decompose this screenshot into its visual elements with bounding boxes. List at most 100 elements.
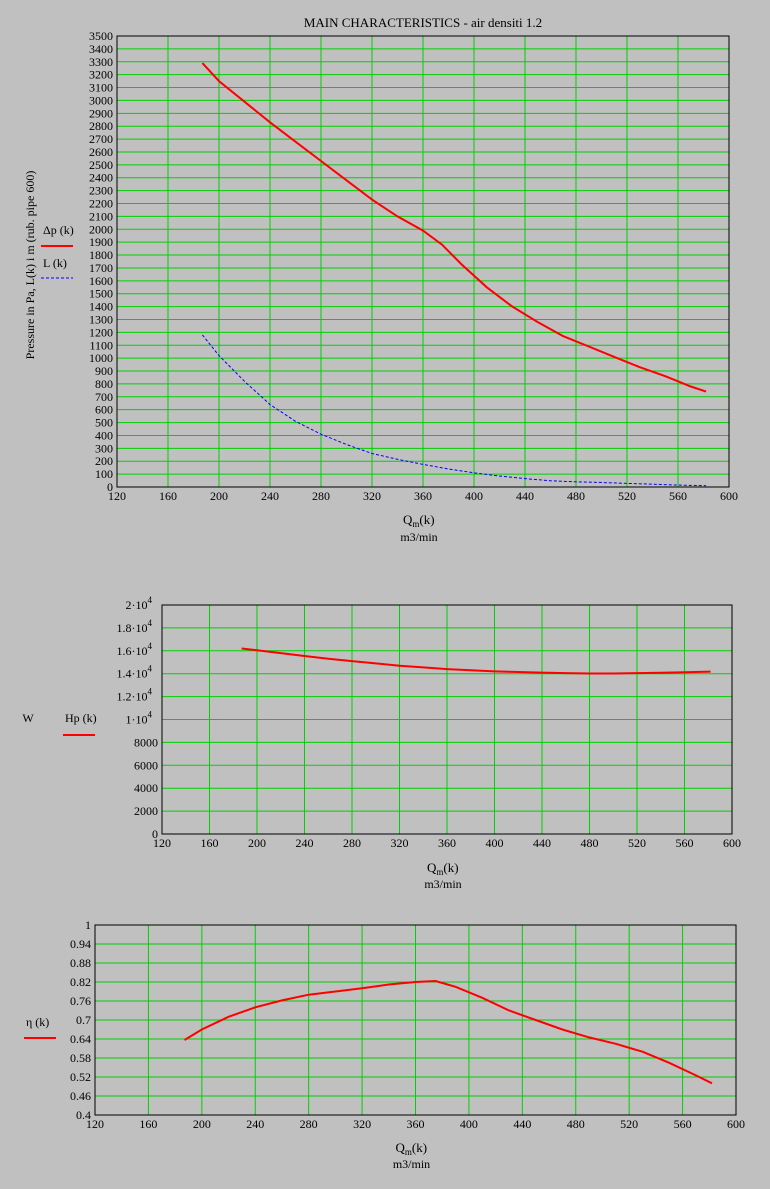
chart-0: 120 160 200 240 280 320 360 400 440 480 520 560 600 0… <box>23 15 738 544</box>
x-tick-label: 160 <box>139 1117 157 1131</box>
y-tick-label: 3200 <box>89 68 113 82</box>
y-tick-label: 2300 <box>89 184 113 198</box>
x-tick-label: 560 <box>676 836 694 850</box>
y-tick-label: 2100 <box>89 209 113 223</box>
y-axis-label: W <box>22 711 34 725</box>
y-tick-label: 1800 <box>89 248 113 262</box>
x-axis-label: Qm(k) <box>427 860 459 877</box>
x-tick-label: 400 <box>460 1117 478 1131</box>
y-tick-label: 3500 <box>89 29 113 43</box>
y-tick-label: 700 <box>95 390 113 404</box>
y-tick-label: 0.88 <box>70 956 91 970</box>
y-tick-label: 2800 <box>89 119 113 133</box>
x-tick-label: 320 <box>391 836 409 850</box>
x-tick-label: 280 <box>343 836 361 850</box>
x-tick-label: 440 <box>513 1117 531 1131</box>
y-tick-label: 2200 <box>89 197 113 211</box>
chart-title: MAIN CHARACTERISTICS - air densiti 1.2 <box>304 15 542 30</box>
x-tick-label: 280 <box>312 489 330 503</box>
y-tick-label: 0.82 <box>70 975 91 989</box>
y-tick-label: 1.4·104 <box>117 664 153 681</box>
series-line-1 <box>202 334 707 487</box>
y-tick-label: 900 <box>95 364 113 378</box>
x-tick-label: 320 <box>353 1117 371 1131</box>
y-tick-label: 3400 <box>89 42 113 56</box>
x-tick-label: 160 <box>159 489 177 503</box>
y-tick-label: 1·104 <box>126 710 153 727</box>
y-tick-label: 0.4 <box>76 1108 91 1122</box>
y-tick-label: 2900 <box>89 106 113 120</box>
y-tick-label: 1200 <box>89 325 113 339</box>
y-tick-label: 1900 <box>89 235 113 249</box>
y-tick-label: 2·104 <box>126 595 153 612</box>
legend-label: Δp (k) <box>43 223 74 237</box>
x-tick-label: 240 <box>261 489 279 503</box>
x-axis-label: Qm(k) <box>396 1140 428 1157</box>
y-tick-label: 2400 <box>89 171 113 185</box>
y-tick-label: 0.58 <box>70 1051 91 1065</box>
y-tick-label: 6000 <box>134 758 158 772</box>
y-tick-label: 0 <box>152 827 158 841</box>
x-axis-unit: m3/min <box>424 877 461 891</box>
y-tick-label: 1300 <box>89 312 113 326</box>
x-tick-label: 600 <box>727 1117 745 1131</box>
y-tick-label: 2500 <box>89 158 113 172</box>
y-tick-label: 2700 <box>89 132 113 146</box>
x-tick-label: 240 <box>246 1117 264 1131</box>
x-tick-label: 560 <box>669 489 687 503</box>
x-tick-label: 480 <box>567 489 585 503</box>
y-tick-label: 1600 <box>89 274 113 288</box>
y-tick-label: 0.76 <box>70 994 91 1008</box>
x-tick-label: 200 <box>210 489 228 503</box>
y-tick-label: 4000 <box>134 781 158 795</box>
legend-label: η (k) <box>26 1015 49 1029</box>
y-tick-label: 1000 <box>89 351 113 365</box>
y-tick-label: 3300 <box>89 55 113 69</box>
y-tick-label: 1500 <box>89 287 113 301</box>
x-tick-label: 480 <box>567 1117 585 1131</box>
y-tick-label: 8000 <box>134 735 158 749</box>
chart-2: 120 160 200 240 280 320 360 400 440 480 520 560 600 0… <box>24 918 745 1171</box>
y-tick-label: 100 <box>95 467 113 481</box>
legend-label: L (k) <box>43 256 67 270</box>
y-tick-label: 1.8·104 <box>117 618 153 635</box>
y-tick-label: 800 <box>95 377 113 391</box>
y-tick-label: 3100 <box>89 81 113 95</box>
x-tick-label: 280 <box>300 1117 318 1131</box>
y-tick-label: 0.94 <box>70 937 91 951</box>
x-axis-unit: m3/min <box>393 1157 430 1171</box>
y-tick-label: 1400 <box>89 300 113 314</box>
x-tick-label: 560 <box>674 1117 692 1131</box>
y-tick-label: 1100 <box>89 338 113 352</box>
x-tick-label: 480 <box>581 836 599 850</box>
y-tick-label: 2600 <box>89 145 113 159</box>
x-tick-label: 320 <box>363 489 381 503</box>
x-tick-label: 400 <box>465 489 483 503</box>
y-tick-label: 0.7 <box>76 1013 91 1027</box>
x-tick-label: 200 <box>193 1117 211 1131</box>
chart-1: 120 160 200 240 280 320 360 400 440 480 520 560 6000… <box>22 595 741 891</box>
x-tick-label: 520 <box>618 489 636 503</box>
plot-frame <box>116 35 730 488</box>
x-tick-label: 360 <box>407 1117 425 1131</box>
y-tick-label: 0 <box>107 480 113 494</box>
y-tick-label: 1.2·104 <box>117 687 153 704</box>
y-tick-label: 500 <box>95 416 113 430</box>
x-tick-label: 120 <box>153 836 171 850</box>
plot-frame <box>94 924 737 1116</box>
series-line-0 <box>241 647 711 675</box>
series-line-0 <box>183 979 713 1085</box>
x-tick-label: 360 <box>438 836 456 850</box>
y-tick-label: 300 <box>95 441 113 455</box>
x-tick-label: 120 <box>108 489 126 503</box>
x-tick-label: 200 <box>248 836 266 850</box>
y-tick-label: 200 <box>95 454 113 468</box>
x-tick-label: 120 <box>86 1117 104 1131</box>
x-tick-label: 520 <box>628 836 646 850</box>
x-tick-label: 360 <box>414 489 432 503</box>
x-axis-label: Qm(k) <box>403 512 435 529</box>
x-tick-label: 440 <box>533 836 551 850</box>
y-tick-label: 1700 <box>89 261 113 275</box>
